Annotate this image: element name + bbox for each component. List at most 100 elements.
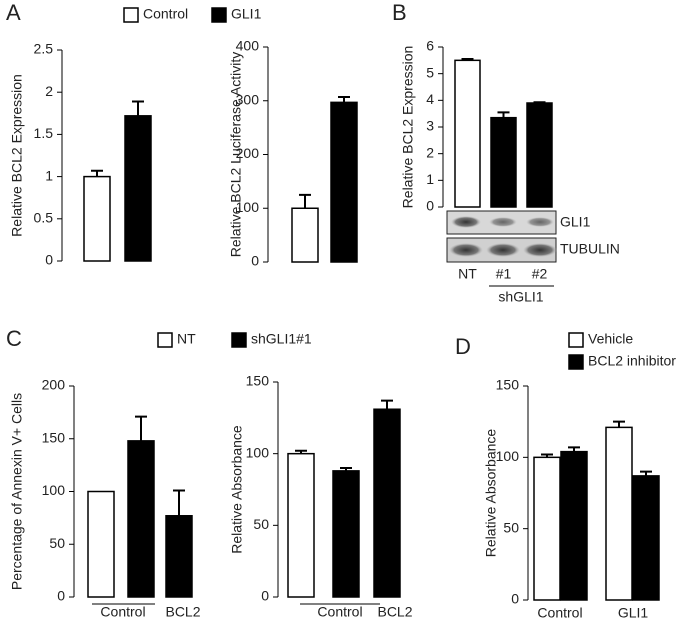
bar: [330, 101, 358, 263]
x-tick-label: Control: [537, 605, 582, 621]
bar: [632, 475, 660, 601]
bar: [165, 515, 193, 598]
y-tick-label: 300: [236, 91, 260, 107]
bar: [124, 115, 152, 262]
bar: [291, 207, 319, 263]
legend-swatch: [211, 7, 227, 23]
panel-letter: C: [6, 326, 22, 351]
y-tick-label: 400: [236, 38, 260, 54]
error-bar: [533, 101, 546, 104]
legend-swatch: [157, 332, 173, 348]
bar: [533, 456, 561, 601]
blot-label: GLI1: [560, 214, 591, 230]
error-bar: [568, 446, 580, 452]
bar: [127, 440, 155, 598]
y-tick-label: 100: [246, 444, 270, 460]
y-tick-label: 5: [426, 64, 434, 80]
error-bar: [132, 100, 144, 116]
error-bar: [461, 58, 474, 61]
bar: [287, 452, 315, 598]
y-tick-label: 4: [426, 91, 434, 107]
y-tick-label: 0: [511, 591, 519, 607]
legend-swatch: [568, 332, 584, 348]
y-axis-label: Relative Absorbance: [483, 429, 499, 558]
legend-swatch: [123, 7, 139, 23]
y-tick-label: 150: [496, 377, 520, 393]
legend-label: GLI1: [231, 6, 262, 22]
y-axis-label: Relative BCL2 Luciferase Activity: [228, 52, 244, 257]
y-tick-label: 2: [426, 144, 434, 160]
y-tick-label: 1: [426, 171, 434, 187]
y-axis-label: Relative BCL2 Expression: [400, 46, 416, 209]
bar: [87, 490, 115, 598]
y-axis-label: Relative Absorbance: [229, 425, 245, 554]
y-axis-label: Relative BCL2 Expression: [9, 74, 25, 237]
x-tick-label: Control: [317, 604, 362, 620]
error-bar: [338, 95, 350, 103]
y-tick-label: 200: [42, 377, 66, 393]
error-bar: [173, 489, 185, 516]
bar: [332, 470, 360, 598]
y-tick-label: 50: [49, 535, 65, 551]
bar: [373, 408, 401, 598]
x-tick-label: BCL2: [165, 604, 200, 620]
error-bar: [613, 420, 625, 428]
legend-label: BCL2 inhibitor: [588, 353, 676, 369]
legend-swatch: [231, 332, 247, 348]
y-tick-label: 200: [236, 145, 260, 161]
y-tick-label: 1: [45, 167, 53, 183]
y-tick-label: 0: [57, 588, 65, 604]
bar: [605, 426, 633, 601]
lane-label: #1: [496, 266, 512, 282]
panel-letter: A: [6, 0, 21, 25]
blot-label: TUBULIN: [560, 241, 620, 257]
y-tick-label: 50: [503, 519, 519, 535]
bar: [490, 116, 517, 208]
x-tick-label: BCL2: [377, 604, 412, 620]
blot-band: [489, 217, 517, 227]
error-bar: [381, 399, 393, 410]
error-bar: [340, 467, 352, 471]
legend-label: shGLI1#1: [251, 331, 312, 347]
panel-letter: D: [455, 334, 471, 359]
y-tick-label: 2: [45, 83, 53, 99]
error-bar: [640, 470, 652, 476]
bar: [526, 102, 553, 208]
bar: [83, 175, 111, 262]
legend-label: Control: [143, 6, 188, 22]
y-tick-label: 3: [426, 118, 434, 134]
error-bar: [295, 449, 307, 454]
error-bar: [497, 111, 510, 118]
y-tick-label: 150: [246, 373, 270, 389]
y-tick-label: 6: [426, 38, 434, 54]
y-tick-label: 50: [253, 516, 269, 532]
blot-band: [523, 243, 557, 257]
x-tick-label: GLI1: [618, 605, 649, 621]
error-bar: [299, 193, 311, 209]
y-tick-label: 100: [42, 482, 66, 498]
y-tick-label: 150: [42, 429, 66, 445]
y-tick-label: 0: [261, 588, 269, 604]
blot-band: [451, 216, 481, 228]
y-axis-label: Percentage of Annexin V+ Cells: [9, 393, 25, 590]
lane-label: NT: [458, 266, 477, 282]
legend-swatch: [568, 354, 584, 370]
y-tick-label: 2.5: [34, 41, 54, 57]
y-tick-label: 100: [496, 448, 520, 464]
bar: [454, 59, 481, 208]
y-tick-label: 100: [236, 199, 260, 215]
error-bar: [135, 415, 147, 441]
blot-band: [486, 243, 520, 257]
legend-label: NT: [177, 331, 196, 347]
error-bar: [541, 453, 553, 458]
y-tick-label: 1.5: [34, 125, 54, 141]
error-bar: [91, 169, 103, 177]
lane-label: #2: [532, 266, 548, 282]
y-tick-label: 0.5: [34, 210, 54, 226]
bar: [560, 450, 588, 601]
lane-group-label: shGLI1: [498, 289, 543, 305]
y-tick-label: 0: [426, 198, 434, 214]
panel-letter: B: [392, 0, 407, 25]
x-tick-label: Control: [100, 604, 145, 620]
